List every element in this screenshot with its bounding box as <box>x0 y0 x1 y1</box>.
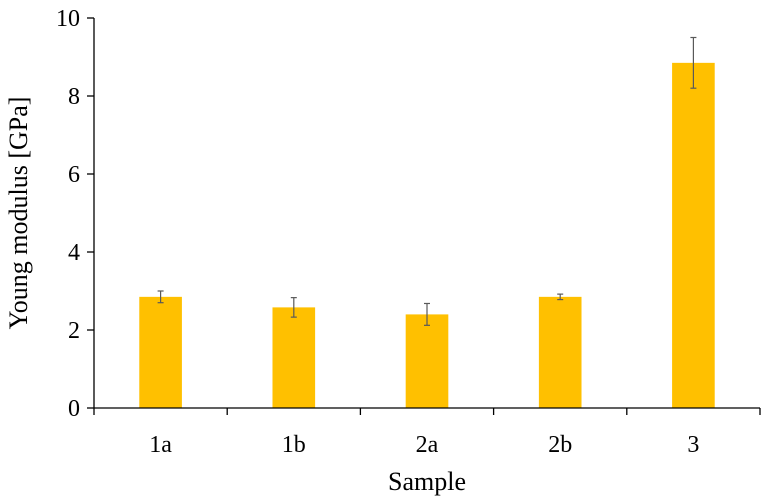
y-axis-title: Young modulus [GPa] <box>4 97 33 330</box>
error-bar-1a <box>157 290 164 304</box>
x-tick-label: 2b <box>548 432 572 458</box>
error-bar-1b <box>290 297 297 318</box>
y-tick-label: 8 <box>68 84 80 110</box>
x-tick-label: 1b <box>282 432 306 458</box>
error-bar-3 <box>690 36 697 89</box>
x-ticks-layer: 1a 1b 2a 2b 3 <box>93 408 761 458</box>
y-tick-label: 2 <box>68 318 80 344</box>
error-bar-2b <box>557 293 564 301</box>
y-tick-label: 10 <box>56 6 80 32</box>
bar-3 <box>672 62 715 408</box>
error-bars-layer <box>157 36 697 326</box>
bars-layer <box>139 62 715 408</box>
y-tick-label: 0 <box>68 396 80 422</box>
error-bar-2a <box>424 302 430 326</box>
y-tick-label: 6 <box>68 162 80 188</box>
x-tick-label: 2a <box>416 432 439 458</box>
bar-2a <box>405 314 449 408</box>
bar-1a <box>139 296 182 408</box>
x-axis-title: Sample <box>388 467 466 496</box>
x-tick-label: 1a <box>149 432 172 458</box>
x-tick-label: 3 <box>687 432 699 458</box>
y-tick-label: 4 <box>68 240 80 266</box>
y-ticks-layer: 0 2 4 6 8 10 <box>56 6 94 422</box>
bar-1b <box>272 307 316 408</box>
bar-2b <box>538 296 582 408</box>
